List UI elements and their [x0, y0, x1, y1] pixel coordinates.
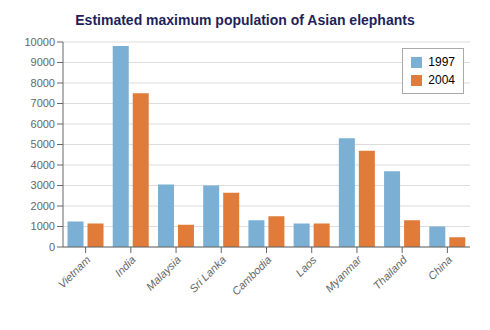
svg-text:9000: 9000 — [31, 56, 55, 68]
svg-text:Malaysia: Malaysia — [144, 253, 183, 292]
svg-text:India: India — [112, 253, 137, 278]
html-text:1997: 1997 — [428, 55, 455, 69]
svg-text:3000: 3000 — [31, 179, 55, 191]
svg-text:8000: 8000 — [31, 77, 55, 89]
svg-text:Vietnam: Vietnam — [56, 253, 93, 290]
svg-text:10000: 10000 — [24, 36, 55, 48]
svg-text:Myanmar: Myanmar — [323, 253, 365, 295]
svg-text:2000: 2000 — [31, 200, 55, 212]
svg-text:Cambodia: Cambodia — [229, 253, 273, 297]
svg-text:Laos: Laos — [293, 253, 319, 279]
svg-text:0: 0 — [49, 241, 55, 253]
html-text:2004: 2004 — [428, 73, 455, 87]
svg-text:6000: 6000 — [31, 118, 55, 130]
svg-text:7000: 7000 — [31, 97, 55, 109]
svg-text:4000: 4000 — [31, 159, 55, 171]
svg-text:Sri Lanka: Sri Lanka — [187, 253, 228, 294]
svg-text:1000: 1000 — [31, 220, 55, 232]
svg-text:Thailand: Thailand — [371, 253, 410, 292]
html-text:Estimated maximum population o: Estimated maximum population of Asian el… — [75, 12, 415, 28]
svg-text:China: China — [426, 253, 455, 282]
svg-text:5000: 5000 — [31, 138, 55, 150]
